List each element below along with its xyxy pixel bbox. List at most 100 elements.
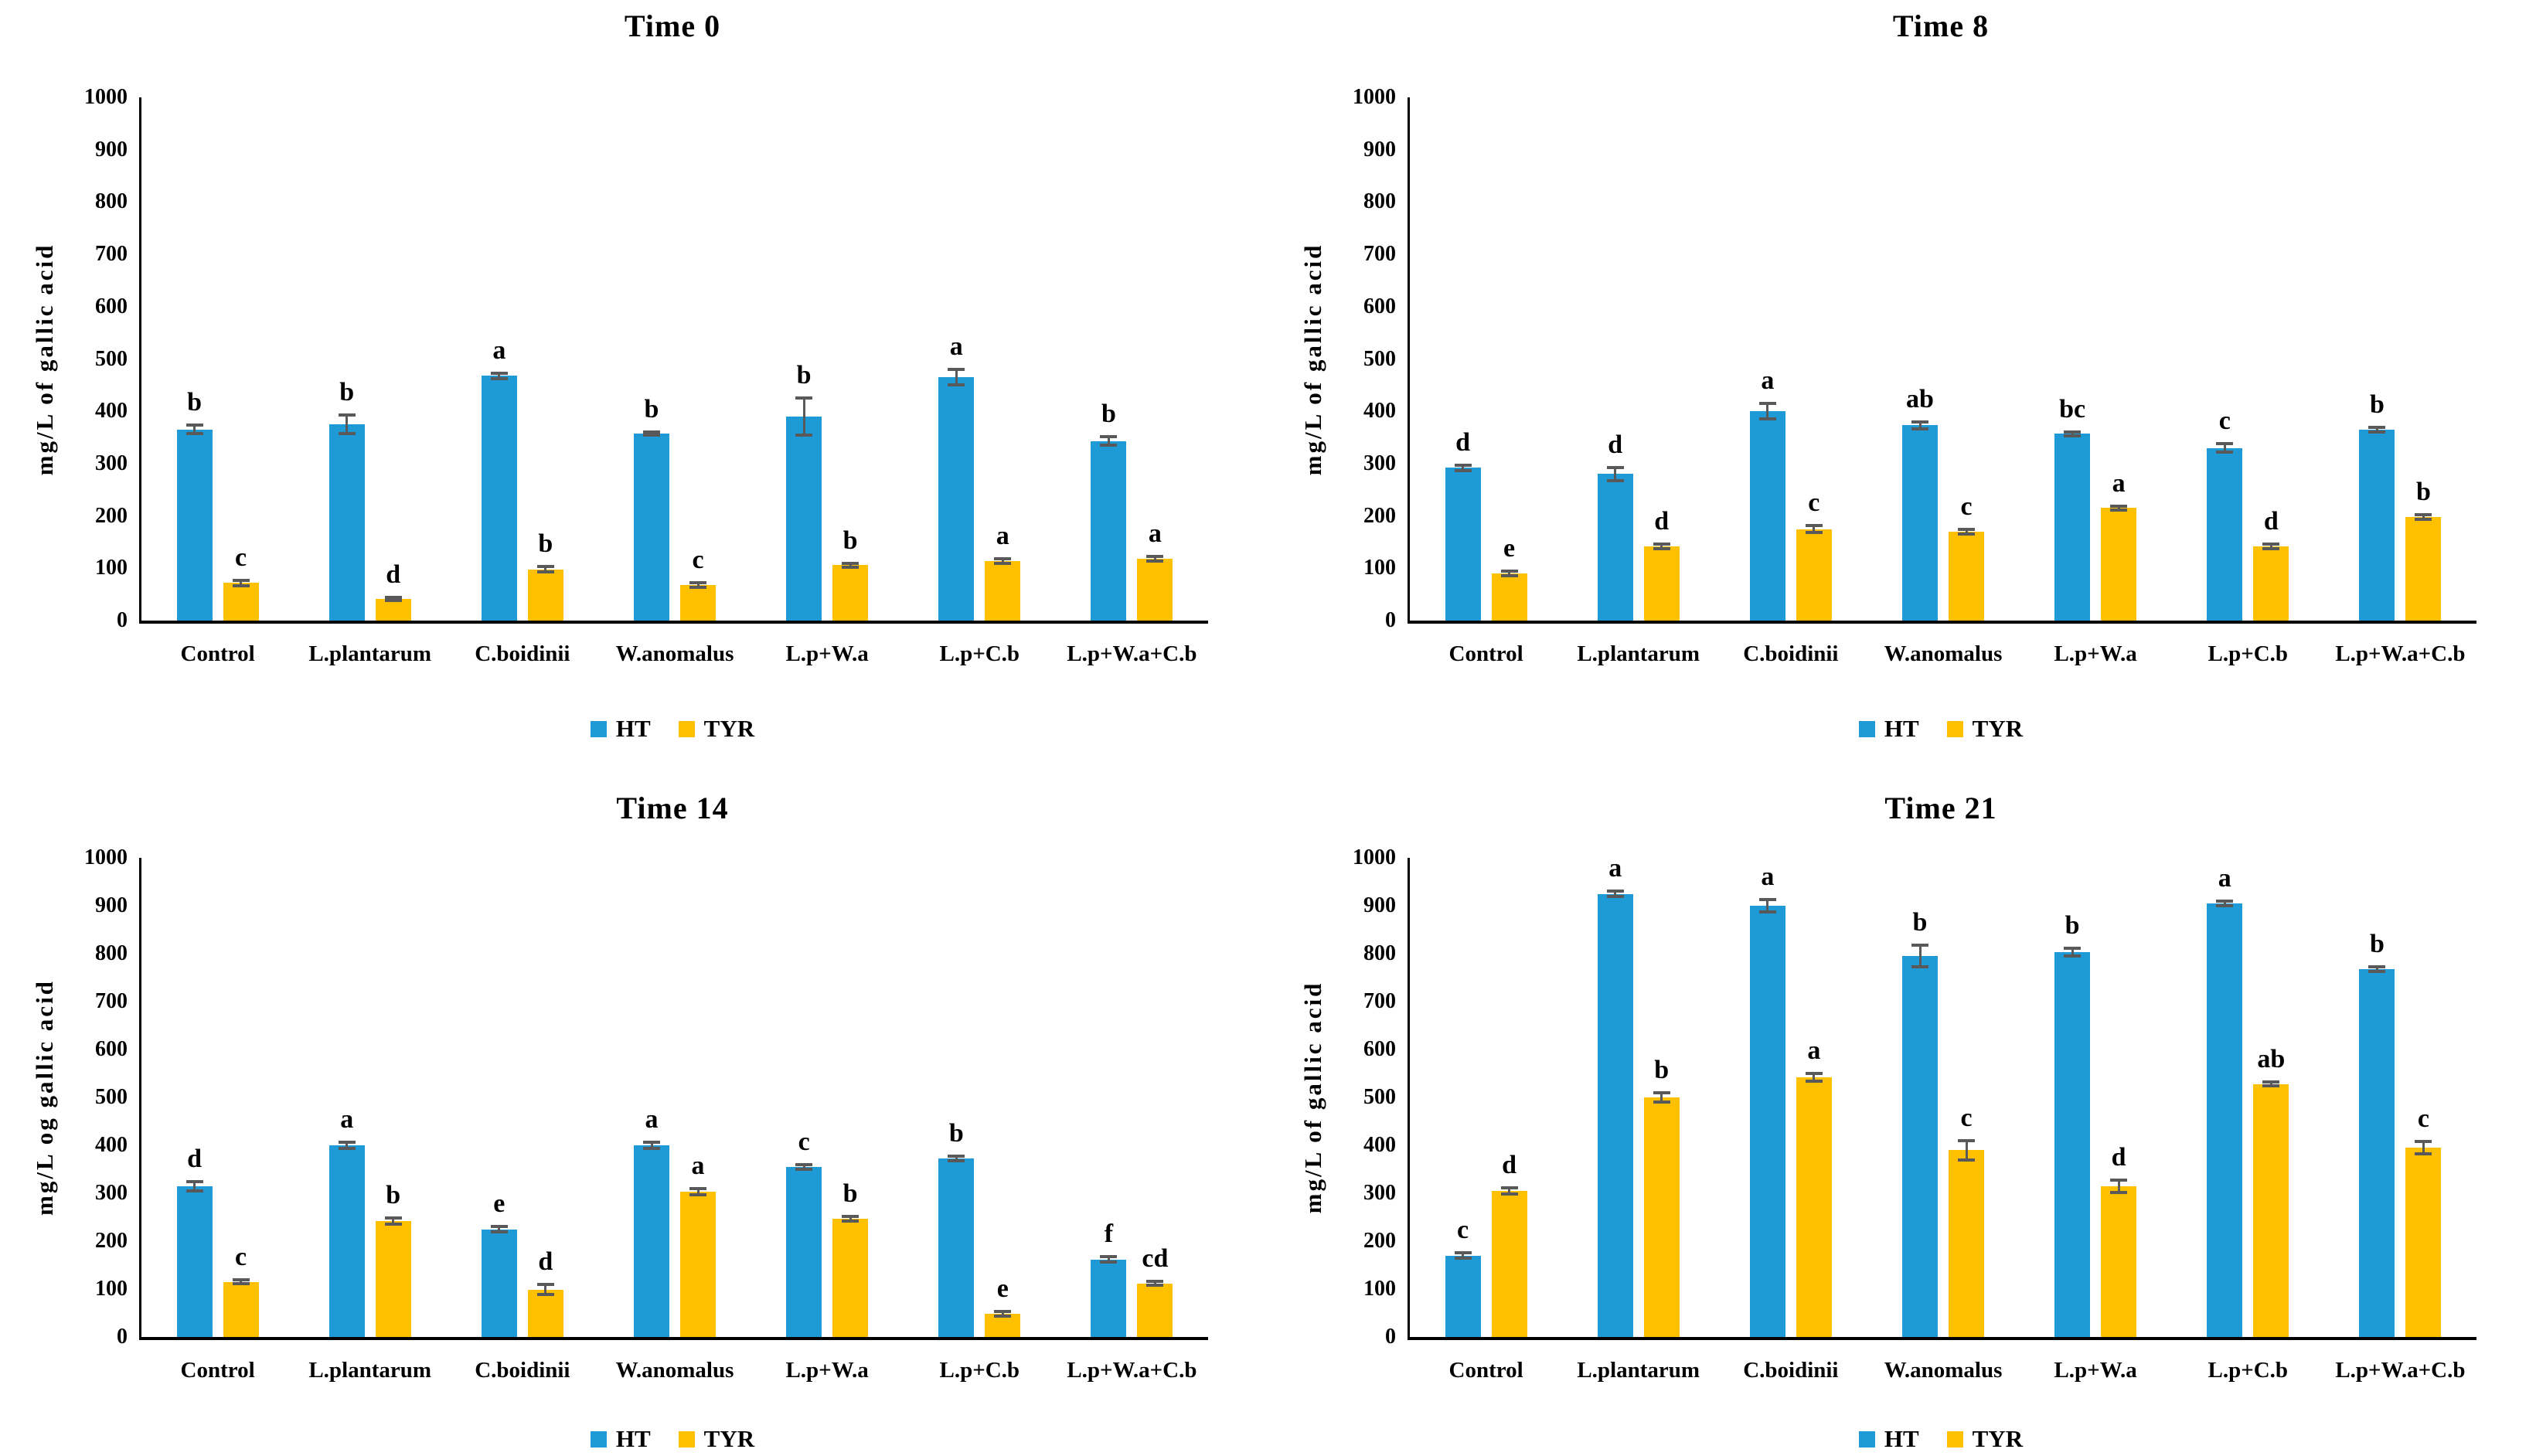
error-bar xyxy=(2375,427,2378,432)
error-bar-cap xyxy=(643,433,660,437)
y-tick-label: 300 xyxy=(1363,451,1396,475)
error-bar xyxy=(955,1156,958,1162)
error-bar xyxy=(2117,505,2120,511)
legend-item-tyr: TYR xyxy=(1946,1425,2024,1453)
significance-letter: b xyxy=(538,529,553,559)
bar-tyr-w.anomalus xyxy=(680,584,716,621)
chart-title: Time 0 xyxy=(624,9,721,43)
bar-tyr-l.p+w.a+c.b xyxy=(1137,559,1173,621)
y-tick-label: 900 xyxy=(1363,893,1396,917)
x-category-label: Control xyxy=(1448,641,1523,666)
x-category-label: W.anomalus xyxy=(1884,1358,2003,1383)
bar-ht-control xyxy=(1445,1255,1481,1337)
significance-letter: b xyxy=(842,526,858,555)
legend: HT TYR xyxy=(1408,715,2474,743)
bar-ht-c.boidinii xyxy=(1749,906,1785,1337)
x-category-label: L.p+W.a xyxy=(2054,1358,2137,1383)
bar-ht-c.boidinii xyxy=(481,1229,517,1337)
legend-item-ht: HT xyxy=(590,715,651,743)
error-bar-cap xyxy=(1606,478,1624,482)
bar-ht-l.plantarum xyxy=(328,1145,365,1337)
error-bar-cap xyxy=(1958,528,1975,532)
error-bar-cap xyxy=(2415,513,2432,517)
error-bar xyxy=(240,580,243,586)
legend-label-ht: HT xyxy=(1884,715,1919,742)
significance-letter: d xyxy=(538,1247,553,1277)
error-bar-cap xyxy=(689,581,706,585)
legend-item-tyr: TYR xyxy=(678,715,754,743)
chart-title: Time 8 xyxy=(1892,9,1990,43)
error-bar xyxy=(2071,431,2074,436)
error-bar-cap xyxy=(1606,895,1624,899)
legend-label-tyr: TYR xyxy=(1972,1425,2024,1452)
y-tick-label: 100 xyxy=(95,1277,128,1301)
y-tick-label: 900 xyxy=(95,137,128,162)
error-bar xyxy=(1614,468,1617,481)
x-category-label: L.plantarum xyxy=(1577,641,1700,666)
error-bar-cap xyxy=(2262,543,2280,546)
legend-swatch-ht xyxy=(590,720,607,737)
error-bar xyxy=(2117,1179,2120,1192)
error-bar xyxy=(1965,529,1968,534)
error-bar-cap xyxy=(1758,402,1776,406)
bar-ht-l.plantarum xyxy=(1597,474,1633,621)
bar-ht-l.p+w.a xyxy=(2054,434,2091,621)
legend-swatch-ht xyxy=(1858,1430,1875,1447)
error-bar-cap xyxy=(2368,969,2386,973)
error-bar-cap xyxy=(994,557,1012,561)
plot-area: 0 100 200 300 400 500 600 700 800 900 1000 d a e a c b f c… xyxy=(84,845,1208,1383)
bar-ht-l.p+c.b xyxy=(2207,447,2243,621)
error-bar-cap xyxy=(1653,1101,1670,1104)
significance-letter: a xyxy=(691,1152,705,1181)
significance-letter: b xyxy=(1912,908,1928,937)
error-bar-cap xyxy=(1454,468,1472,472)
bar-ht-l.p+w.a xyxy=(786,416,822,621)
legend-label-ht: HT xyxy=(615,1425,651,1452)
bar-tyr-l.p+w.a+c.b xyxy=(1137,1283,1173,1337)
bar-ht-control xyxy=(176,429,213,621)
bar-tyr-l.plantarum xyxy=(1643,1097,1680,1337)
x-category-label: L.p+C.b xyxy=(939,641,1020,666)
error-bar-cap xyxy=(1500,1192,1518,1196)
y-tick-label: 800 xyxy=(1363,189,1396,214)
error-bar-cap xyxy=(1454,1257,1472,1260)
error-bar-cap xyxy=(994,1315,1012,1318)
y-tick-label: 400 xyxy=(95,1133,128,1157)
bar-ht-control xyxy=(1445,468,1481,621)
significance-letter: c xyxy=(1960,1103,1973,1132)
error-bar-cap xyxy=(384,595,402,599)
legend-label-ht: HT xyxy=(615,715,651,742)
x-category-label: L.p+W.a+C.b xyxy=(2335,641,2466,666)
legend-label-tyr: TYR xyxy=(703,1425,755,1452)
error-bar-cap xyxy=(1146,1280,1164,1284)
significance-letter: d xyxy=(2111,1142,2126,1172)
y-tick-label: 500 xyxy=(95,1085,128,1109)
significance-letter: a xyxy=(1807,1036,1821,1065)
error-bar-cap xyxy=(2415,1152,2432,1156)
significance-letter: b xyxy=(1654,1055,1670,1084)
error-bar xyxy=(650,431,653,435)
error-bar xyxy=(2223,444,2226,452)
error-bar xyxy=(802,398,805,435)
bar-ht-w.anomalus xyxy=(634,433,669,621)
error-bar-cap xyxy=(1454,463,1472,467)
error-bar xyxy=(1766,403,1769,420)
bar-ht-c.boidinii xyxy=(481,376,517,621)
error-bar-cap xyxy=(1805,524,1823,528)
significance-letter: c xyxy=(1960,492,1973,522)
significance-letter: c xyxy=(2218,407,2231,436)
error-bar-cap xyxy=(1911,944,1928,947)
error-bar-cap xyxy=(1758,897,1776,901)
error-bar xyxy=(2422,515,2425,519)
significance-letter: a xyxy=(1608,853,1622,883)
bar-ht-l.p+c.b xyxy=(938,1158,975,1337)
x-category-label: L.p+C.b xyxy=(939,1358,1020,1383)
x-category-label: Control xyxy=(180,1358,255,1383)
significance-letter: c xyxy=(235,1243,247,1272)
error-bar-cap xyxy=(1911,427,1928,430)
y-tick-label: 200 xyxy=(95,503,128,528)
error-bar xyxy=(1107,1257,1110,1262)
error-bar-cap xyxy=(490,1224,508,1228)
y-tick-label: 700 xyxy=(95,989,128,1013)
error-bar xyxy=(498,373,501,379)
